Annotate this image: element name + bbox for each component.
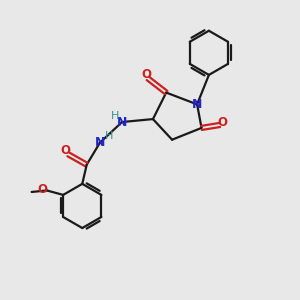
Text: N: N	[117, 116, 127, 128]
Text: H: H	[105, 131, 113, 141]
Text: O: O	[218, 116, 228, 128]
Text: O: O	[37, 183, 47, 196]
Text: N: N	[192, 98, 202, 111]
Text: N: N	[95, 136, 105, 149]
Text: O: O	[141, 68, 151, 81]
Text: H: H	[110, 110, 119, 121]
Text: O: O	[61, 144, 70, 158]
